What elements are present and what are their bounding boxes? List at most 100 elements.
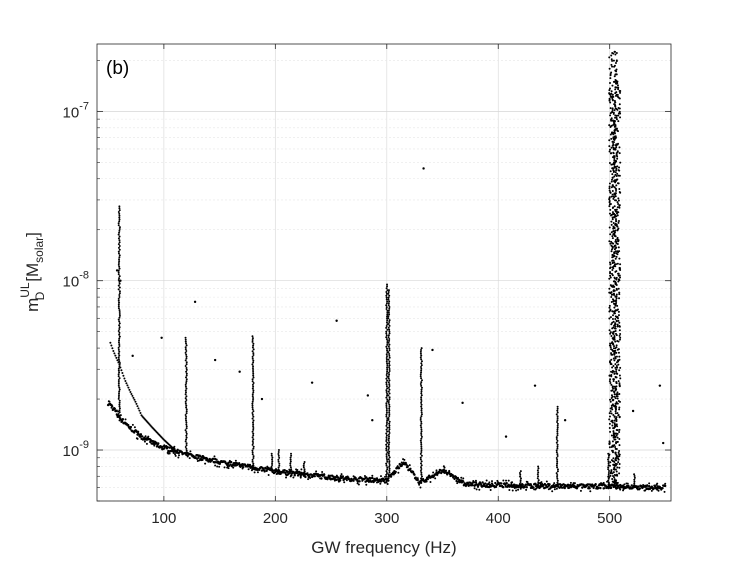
spike-point: [618, 453, 621, 456]
baseline-point: [174, 453, 177, 456]
spike-point: [117, 222, 120, 225]
spike-point: [388, 383, 391, 386]
spike-point: [615, 434, 618, 437]
spike-point: [420, 475, 423, 478]
spike-point: [117, 348, 120, 351]
spike-point: [420, 443, 423, 446]
spike-point: [616, 206, 619, 209]
y-tick-label: 10-8: [63, 270, 89, 291]
spike-point: [388, 369, 391, 372]
spike-point: [611, 398, 614, 401]
baseline-point: [498, 484, 502, 488]
secondary-curve-point: [137, 407, 140, 410]
spike-point: [613, 159, 616, 162]
spike-point: [252, 464, 255, 467]
spike-point: [420, 364, 423, 367]
spike-point: [611, 108, 614, 111]
spike-point: [271, 464, 274, 467]
spike-point: [612, 430, 615, 433]
spike-point: [612, 320, 615, 323]
baseline-point: [332, 475, 335, 478]
outlier-point: [310, 381, 314, 384]
spike-point: [385, 330, 388, 333]
spike-point: [556, 407, 559, 410]
spike-point: [118, 401, 121, 404]
spike-point: [388, 353, 391, 356]
spike-point: [616, 82, 619, 85]
spike-point: [118, 360, 121, 363]
spike-point: [611, 178, 614, 181]
spike-point: [612, 136, 615, 139]
secondary-curve-point: [139, 411, 142, 414]
spike-point: [388, 388, 391, 391]
spike-point: [387, 296, 390, 299]
spike-point: [252, 359, 255, 362]
spike-point: [618, 146, 621, 149]
spike-point: [608, 426, 611, 429]
spike-point: [556, 439, 559, 442]
spike-point: [385, 415, 388, 418]
spike-point: [609, 82, 611, 85]
spike-point: [387, 375, 390, 378]
spike-point: [386, 451, 389, 454]
spike-point: [520, 484, 523, 487]
spike-point: [633, 478, 636, 481]
spike-point: [616, 429, 619, 432]
spike-point: [420, 433, 423, 436]
spike-point: [615, 380, 618, 383]
spike-point: [608, 374, 611, 377]
secondary-curve-point: [135, 402, 138, 405]
spike-point: [385, 357, 388, 360]
spike-point: [613, 109, 616, 112]
spike-point: [556, 420, 559, 423]
spike-point: [388, 354, 391, 357]
spike-point: [617, 363, 620, 366]
spike-point: [608, 317, 611, 320]
spike-point: [388, 422, 391, 425]
baseline-point: [234, 459, 237, 462]
baseline-point: [127, 423, 130, 427]
spike-point: [619, 488, 622, 491]
spike-point: [613, 395, 616, 398]
spike-point: [612, 457, 615, 460]
spike-point: [385, 306, 388, 309]
spike-point: [614, 312, 616, 315]
spike-point: [118, 282, 121, 285]
spike-point: [618, 338, 621, 341]
spike-point: [277, 468, 280, 471]
spike-point: [612, 292, 615, 295]
spike-point: [618, 152, 621, 155]
spike-point: [610, 335, 613, 338]
spike-point: [537, 471, 540, 474]
spike-point: [251, 363, 254, 366]
spike-point: [185, 374, 188, 377]
spike-point: [386, 309, 389, 312]
spike-point: [608, 150, 611, 153]
baseline-point: [569, 481, 572, 484]
spike-point: [615, 355, 618, 358]
spike-point: [388, 349, 391, 352]
spike-point: [385, 443, 388, 446]
baseline-point: [298, 470, 301, 474]
baseline-point: [267, 474, 270, 477]
baseline-point: [216, 465, 219, 468]
spike-point: [614, 78, 617, 81]
spike-point: [252, 370, 255, 373]
secondary-curve-point: [114, 354, 117, 357]
baseline-point: [266, 465, 269, 468]
spike-point: [607, 470, 610, 473]
spike-point: [612, 357, 615, 360]
outlier-point: [631, 409, 635, 413]
spike-point: [118, 405, 121, 408]
baseline-point: [313, 474, 316, 478]
spike-point: [420, 422, 423, 425]
spike-point: [615, 344, 618, 347]
spike-point: [385, 336, 388, 339]
spike-point: [611, 266, 614, 269]
spike-point: [185, 378, 188, 381]
spike-point: [556, 453, 559, 456]
spike-point: [613, 50, 616, 53]
spike-point: [612, 133, 615, 136]
baseline-point: [229, 460, 233, 464]
